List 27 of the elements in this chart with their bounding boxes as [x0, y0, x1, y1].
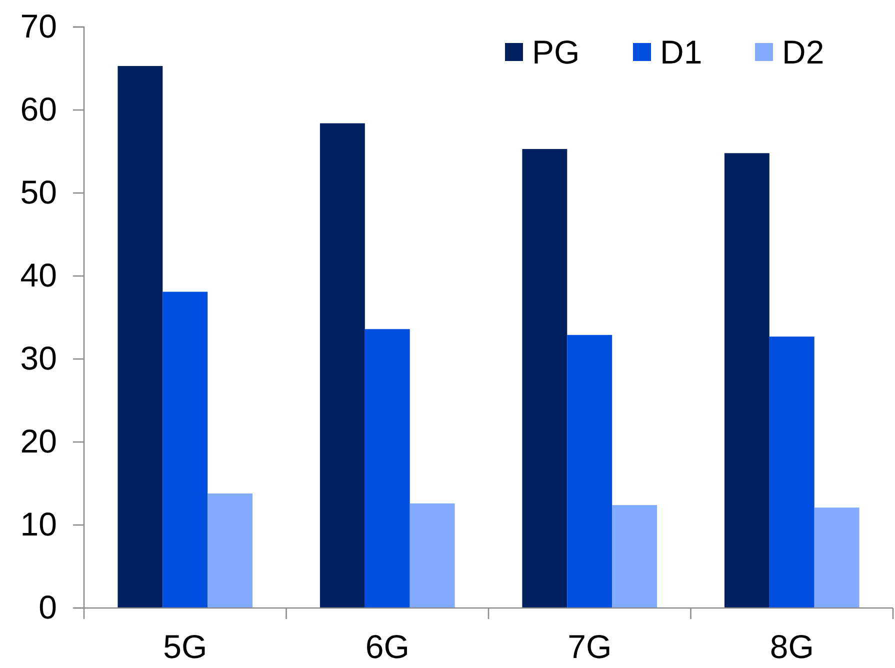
y-tick-label: 60 [20, 90, 57, 128]
x-tick-label: 6G [365, 628, 410, 665]
bar [814, 508, 860, 608]
y-tick-label: 0 [38, 588, 57, 626]
x-tick-label: 7G [568, 628, 612, 665]
legend-label: PG [532, 34, 580, 70]
bar [208, 493, 253, 608]
bar [724, 153, 770, 608]
bar [410, 503, 455, 608]
y-tick-label: 40 [20, 256, 57, 294]
bar [320, 123, 365, 608]
bar [567, 334, 612, 608]
bar [118, 66, 163, 608]
y-tick-label: 30 [20, 340, 57, 377]
x-tick-label: 8G [770, 628, 814, 665]
y-tick-label: 70 [20, 8, 57, 45]
legend-label: D2 [782, 34, 824, 70]
bar [612, 505, 658, 608]
y-tick-label: 50 [20, 174, 57, 211]
bar [769, 336, 814, 608]
bar [162, 292, 208, 608]
y-tick-label: 20 [20, 422, 57, 460]
x-tick-label: 5G [163, 628, 208, 665]
bar [364, 329, 410, 608]
legend-label: D1 [660, 34, 702, 70]
bar [522, 149, 568, 608]
y-tick-label: 10 [20, 506, 57, 543]
